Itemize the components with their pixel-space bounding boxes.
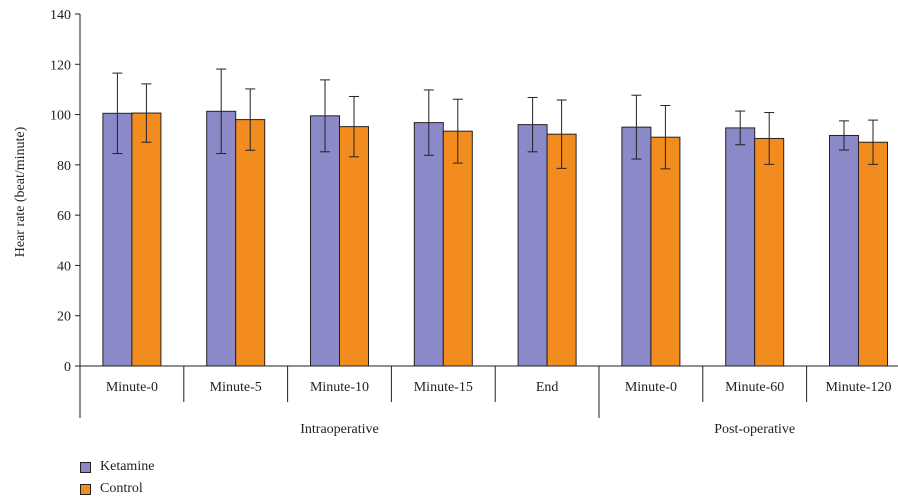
bar-control (754, 137, 785, 367)
bar-control (546, 133, 577, 367)
bar-ketamine (725, 127, 756, 367)
bar-control (131, 112, 162, 367)
bar-ketamine (413, 122, 444, 367)
y-tick-label: 140 (50, 8, 71, 23)
legend: Ketamine Control (80, 456, 154, 500)
legend-label-control: Control (100, 481, 143, 496)
y-axis-title: Hear rate (beat/minute) (13, 126, 28, 257)
group-label: Intraoperative (300, 422, 379, 437)
x-tick-label: Minute-5 (210, 380, 262, 395)
bar-ketamine (310, 115, 340, 367)
y-tick-label: 80 (57, 159, 71, 174)
bar-ketamine (829, 134, 859, 367)
bar-control (235, 119, 266, 367)
legend-swatch-control (80, 483, 91, 495)
group-label: Post-operative (714, 422, 795, 437)
bars (102, 110, 888, 367)
legend-swatch-ketamine (80, 461, 91, 473)
y-tick-label: 0 (64, 360, 71, 375)
y-tick-label: 40 (57, 259, 71, 274)
x-tick-label: Minute-0 (625, 380, 677, 395)
bar-control (858, 141, 888, 367)
legend-item-ketamine: Ketamine (80, 456, 154, 478)
y-tick-label: 100 (50, 109, 71, 124)
x-tick-label: End (536, 380, 559, 395)
legend-item-control: Control (80, 478, 154, 500)
y-tick-label: 20 (57, 310, 71, 325)
x-tick-label: Minute-120 (825, 380, 891, 395)
bar-ketamine (621, 126, 652, 367)
y-tick-label: 60 (57, 209, 71, 224)
y-tick-label: 120 (50, 58, 71, 73)
x-tick-label: Minute-60 (725, 380, 784, 395)
axis-labels: 0 20 40 60 80 100 120 140 Minute-0 Minute-5 Minute… (50, 8, 892, 437)
x-tick-label: Minute-0 (106, 380, 158, 395)
legend-label-ketamine: Ketamine (100, 459, 155, 474)
x-tick-label: Minute-10 (310, 380, 369, 395)
x-tick-label: Minute-15 (414, 380, 473, 395)
bar-control (339, 126, 369, 367)
bar-ketamine (517, 124, 548, 367)
error-bars (112, 68, 878, 170)
bar-control (650, 136, 681, 367)
bar-control (442, 130, 473, 367)
